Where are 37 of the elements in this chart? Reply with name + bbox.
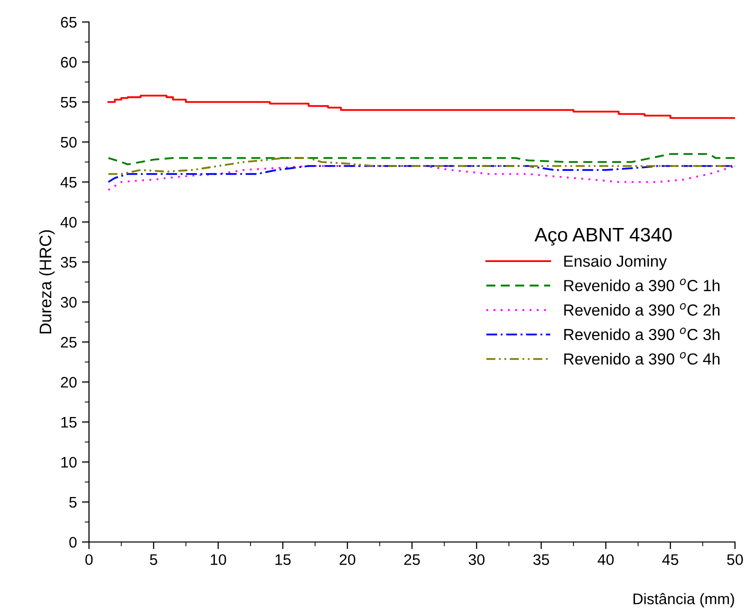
y-tick-label: 25 [60, 336, 77, 348]
y-tick-label: 45 [60, 177, 77, 188]
y-tick-label: 15 [61, 417, 77, 428]
y-tick-label: 10 [61, 456, 77, 468]
x-tick-label: 15 [275, 554, 291, 566]
x-tick-label: 45 [662, 554, 678, 566]
line-series [107, 153, 735, 166]
legend-label: Revenido a 390 $^{o}$C 1h [564, 278, 720, 292]
line-series [107, 165, 735, 183]
y-tick-label: 35 [60, 256, 77, 268]
x-tick-label: 0 [85, 554, 93, 566]
x-tick-label: 5 [150, 554, 158, 566]
line-series [107, 157, 735, 175]
y-tick-label: 5 [69, 497, 77, 508]
legend-label: Ensaio Jominy [564, 255, 667, 270]
y-tick-label: 55 [60, 97, 77, 108]
legend-title: Aço ABNT 4340 [534, 228, 672, 246]
legend-label: Revenido a 390 $^{o}$C 3h [564, 328, 720, 340]
x-axis-title: Distância (mm) [634, 593, 734, 608]
line-series [107, 165, 735, 191]
x-tick-label: 40 [598, 554, 614, 566]
legend-label: Revenido a 390 $^{o}$C 2h [564, 303, 720, 316]
x-tick-label: 25 [404, 554, 420, 566]
y-tick-label: 20 [60, 376, 77, 388]
y-tick-label: 50 [60, 136, 77, 148]
y-tick-label: 0 [69, 536, 77, 548]
x-tick-label: 50 [727, 554, 743, 566]
x-tick-label: 30 [468, 554, 484, 566]
legend-label: Revenido a 390 $^{o}$C 4h [564, 352, 720, 365]
y-axis-title: Dureza (HRC) [39, 230, 55, 334]
y-tick-label: 65 [60, 16, 77, 28]
x-tick-label: 35 [533, 554, 550, 566]
y-tick-label: 30 [60, 296, 77, 308]
y-tick-label: 60 [60, 56, 77, 68]
x-tick-label: 10 [210, 554, 226, 566]
y-tick-label: 40 [60, 216, 77, 228]
x-tick-label: 20 [340, 554, 356, 566]
